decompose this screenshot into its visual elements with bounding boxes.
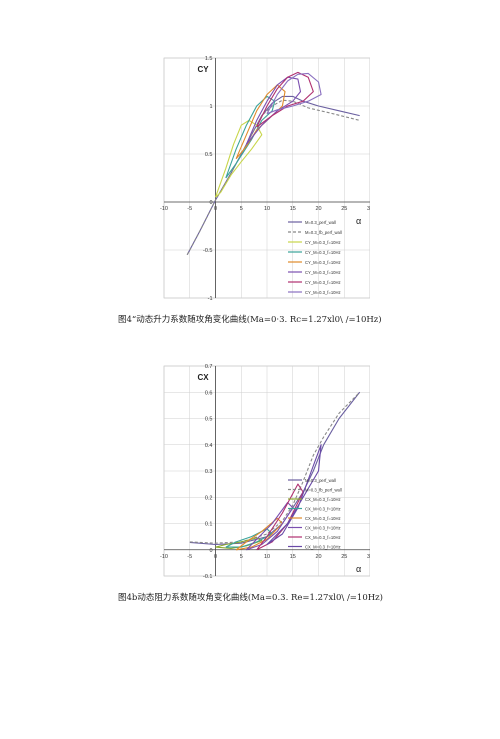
cx-y-axis-label: CX bbox=[198, 373, 210, 382]
cx-x-axis-label: α bbox=[356, 564, 361, 574]
figure1-caption: 图4“动态升力系数随攻角变化曲线(Ma=0·3. Rc=1.27xl0\ /=1… bbox=[118, 315, 382, 325]
cy-y-tick-label: -0.5 bbox=[203, 248, 212, 254]
drag-coefficient-chart: -10-50510152025300.70.60.50.40.30.20.10-… bbox=[160, 364, 370, 580]
cx-series-1 bbox=[189, 391, 361, 544]
cx-x-tick-label: 25 bbox=[341, 554, 347, 560]
cy-legend-label: CY_M=0.3_f=10Hz bbox=[305, 240, 341, 245]
cx-x-tick-label: 20 bbox=[315, 554, 321, 560]
cx-y-tick-label: -0.1 bbox=[203, 574, 212, 580]
cy-x-tick-label: 10 bbox=[264, 206, 270, 212]
cx-legend-label: CX_M=0.3_f=10Hz bbox=[305, 497, 341, 502]
cx-y-tick-label: 0 bbox=[209, 548, 212, 554]
cy-series-7 bbox=[266, 72, 322, 115]
cy-y-tick-label: -1 bbox=[208, 296, 213, 302]
cx-x-tick-label: 15 bbox=[290, 554, 296, 560]
cx-x-tick-label: 5 bbox=[240, 554, 243, 560]
cy-legend-label: CY_M=0.3_f=10Hz bbox=[305, 260, 341, 265]
cy-series-2 bbox=[214, 119, 263, 198]
cy-y-tick-label: 0 bbox=[209, 200, 212, 206]
cy-legend-label: CY_M=0.3_f=10Hz bbox=[305, 270, 341, 275]
cx-series-4 bbox=[235, 517, 283, 551]
cy-x-tick-label: 15 bbox=[290, 206, 296, 212]
cy-x-tick-label: 30 bbox=[367, 206, 370, 212]
cx-y-tick-label: 0.3 bbox=[205, 469, 213, 475]
cy-legend-label: M=0.3_perf_wall bbox=[305, 220, 336, 225]
cy-legend-label: M=0.3_fb_perf_wall bbox=[305, 230, 342, 235]
cx-legend-label: CX_M=0.3_f=10Hz bbox=[305, 516, 341, 521]
cx-legend-label: CX_M=0.3_f=10Hz bbox=[305, 535, 341, 540]
cx-legend-label: CX_M=0.3_f=10Hz bbox=[305, 525, 341, 530]
figure2-caption: 图4b动态阻力系数随攻角变化曲线(Ma=0.3. Re=1.27xl0\ /=1… bbox=[118, 593, 383, 603]
cx-y-tick-label: 0.5 bbox=[205, 417, 213, 423]
cx-y-tick-label: 0.2 bbox=[205, 495, 213, 501]
cy-x-tick-label: 5 bbox=[240, 206, 243, 212]
cy-series-1 bbox=[186, 99, 360, 256]
cy-x-tick-label: 25 bbox=[341, 206, 347, 212]
cx-y-tick-label: 0.6 bbox=[205, 390, 213, 396]
cy-x-tick-label: 20 bbox=[315, 206, 321, 212]
cy-y-tick-label: 0.5 bbox=[205, 152, 213, 158]
cx-series-3 bbox=[225, 528, 273, 548]
cx-legend-label: CX_M=0.3_f=10Hz bbox=[305, 506, 341, 511]
lift-coefficient-chart: -10-50510152025301.510.50-0.5-1CYαM=0.3_… bbox=[160, 56, 370, 302]
cy-y-tick-label: 1.5 bbox=[205, 56, 213, 62]
cy-x-tick-label: -5 bbox=[187, 206, 192, 212]
cx-legend-label: M=0.3_fb_perf_wall bbox=[305, 487, 342, 492]
cx-x-tick-label: 10 bbox=[264, 554, 270, 560]
cx-legend-label: M=0.3_perf_wall bbox=[305, 478, 336, 483]
cy-y-tick-label: 1 bbox=[209, 104, 212, 110]
cy-legend-label: CY_M=0.3_f=10Hz bbox=[305, 290, 341, 295]
cy-y-axis-label: CY bbox=[198, 65, 210, 74]
cy-legend-label: CY_M=0.3_f=10Hz bbox=[305, 250, 341, 255]
cx-y-tick-label: 0.1 bbox=[205, 522, 213, 528]
cx-y-tick-label: 0.4 bbox=[205, 443, 213, 449]
cx-series-5 bbox=[246, 501, 294, 551]
cx-x-tick-label: -10 bbox=[160, 554, 168, 560]
cy-series-3 bbox=[225, 95, 276, 179]
cy-series-6 bbox=[256, 71, 314, 128]
cy-legend-label: CY_M=0.3_f=10Hz bbox=[305, 280, 341, 285]
cy-x-tick-label: -10 bbox=[160, 206, 168, 212]
cy-x-axis-label: α bbox=[356, 216, 361, 226]
cx-x-tick-label: 30 bbox=[367, 554, 370, 560]
cx-x-tick-label: -5 bbox=[187, 554, 192, 560]
cx-y-tick-label: 0.7 bbox=[205, 364, 213, 370]
cx-legend-label: CX_M=0.3_f=10Hz bbox=[305, 544, 341, 549]
cx-series-7 bbox=[266, 444, 322, 545]
cx-series-2 bbox=[215, 537, 263, 549]
